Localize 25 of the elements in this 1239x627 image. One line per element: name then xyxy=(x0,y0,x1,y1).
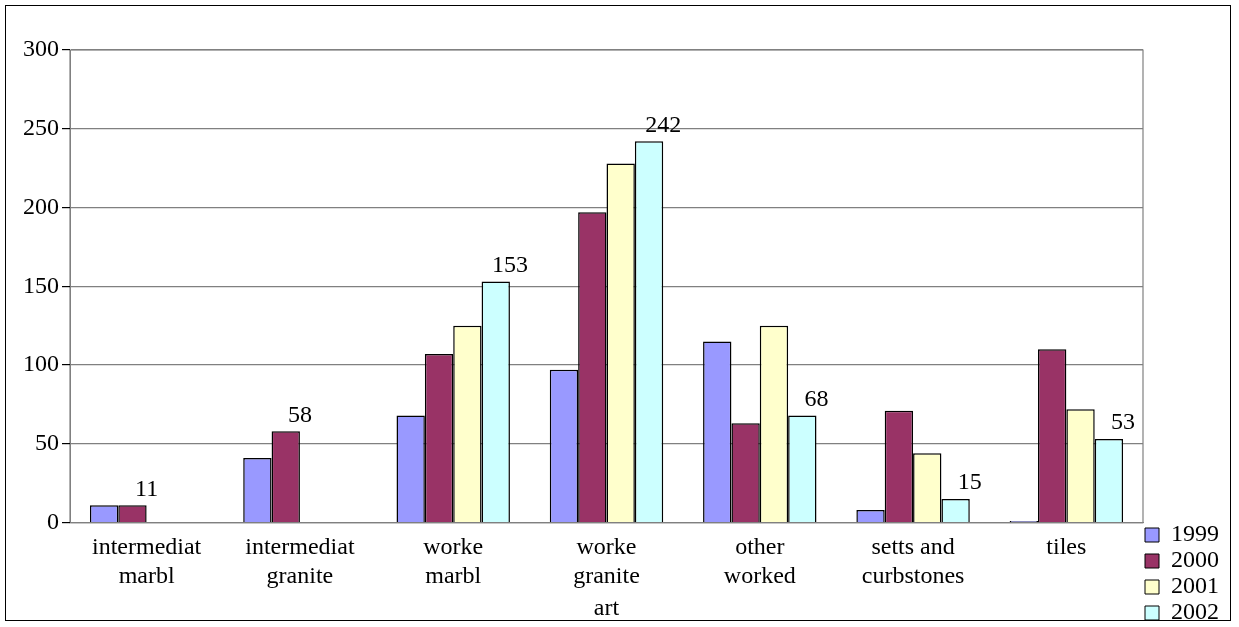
y-tick-label: 300 xyxy=(23,35,59,62)
legend-label: 2002 xyxy=(1171,598,1219,625)
y-tick-label: 100 xyxy=(23,350,59,377)
y-tick-label: 0 xyxy=(47,507,59,534)
x-tick-label: setts and curbstones xyxy=(861,533,965,589)
x-axis-title: art xyxy=(593,593,620,620)
x-tick-label: intermediat marbl xyxy=(91,533,202,589)
x-tick-label: tiles xyxy=(1046,533,1087,560)
y-tick-label: 150 xyxy=(23,271,59,298)
y-tick-label: 250 xyxy=(23,114,59,141)
data-label: 58 xyxy=(287,400,312,427)
data-label: 11 xyxy=(135,474,159,501)
data-label: 53 xyxy=(1111,408,1136,435)
data-label: 15 xyxy=(957,468,982,495)
x-tick-label: intermediat granite xyxy=(245,533,355,589)
legend-label: 2001 xyxy=(1171,572,1219,599)
legend-label: 1999 xyxy=(1171,520,1219,547)
x-tick-label: worke marbl xyxy=(423,533,484,589)
x-tick-label: other worked xyxy=(723,533,796,589)
y-tick-label: 50 xyxy=(35,429,59,456)
data-label: 68 xyxy=(804,384,829,411)
y-tick-label: 200 xyxy=(23,192,59,219)
data-label: 242 xyxy=(645,110,682,137)
data-label: 153 xyxy=(491,250,528,277)
legend-label: 2000 xyxy=(1171,546,1219,573)
